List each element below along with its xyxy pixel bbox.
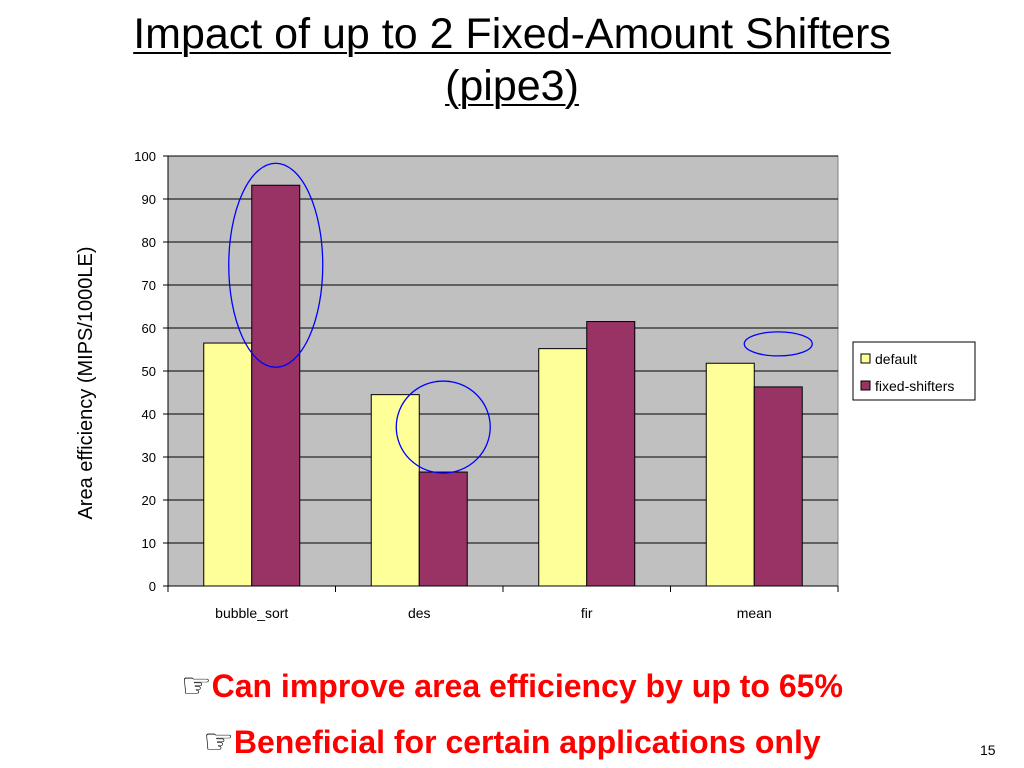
y-tick-label: 30 xyxy=(142,450,156,465)
highlight-ellipse xyxy=(395,380,491,474)
x-tick-label: mean xyxy=(737,605,772,621)
x-tick-label: bubble_sort xyxy=(215,605,288,621)
x-tick-label: fir xyxy=(581,605,593,621)
bar-chart: 0 10 20 30 40 50 60 70 80 90 100 bubble_sort des fir m… xyxy=(75,149,976,621)
bullet-1-text: Can improve area efficiency by up to 65% xyxy=(211,668,843,704)
legend-swatch-default xyxy=(860,353,871,364)
bar-default xyxy=(370,394,420,587)
slide-title: Impact of up to 2 Fixed-Amount Shifters … xyxy=(0,8,1024,112)
legend-swatch-fixed-shifters xyxy=(860,380,871,391)
y-tick-label: 40 xyxy=(142,407,156,422)
y-axis-label: Area efficiency (MIPS/1000LE) xyxy=(75,246,97,519)
y-tick-label: 80 xyxy=(142,235,156,250)
bar-fixed-shifters xyxy=(418,471,468,587)
bullet-2-text: Beneficial for certain applications only xyxy=(233,724,821,760)
slide-number: 15 xyxy=(980,742,996,758)
y-tick-label: 20 xyxy=(142,493,156,508)
x-tick-label: des xyxy=(408,605,431,621)
y-tick-label: 10 xyxy=(142,536,156,551)
y-tick-label: 0 xyxy=(149,579,156,594)
y-tick-label: 50 xyxy=(142,364,156,379)
slide-title-line-1: Impact of up to 2 Fixed-Amount Shifters xyxy=(133,10,891,58)
bar-default xyxy=(705,362,755,587)
highlight-ellipse xyxy=(743,331,813,357)
y-tick-label: 90 xyxy=(142,192,156,207)
bar-default xyxy=(203,342,253,587)
bullet-2: ☞Beneficial for certain applications onl… xyxy=(0,722,1024,762)
bar-default xyxy=(538,348,588,587)
bar-fixed-shifters xyxy=(251,184,301,587)
highlight-ellipse xyxy=(228,162,324,368)
legend-label-default: default xyxy=(875,351,917,367)
legend-box xyxy=(852,341,976,401)
legend-label-fixed-shifters: fixed-shifters xyxy=(875,378,954,394)
y-tick-label: 70 xyxy=(142,278,156,293)
bar-fixed-shifters xyxy=(753,386,803,587)
bar-fixed-shifters xyxy=(586,321,636,587)
slide-title-line-2: (pipe3) xyxy=(445,62,579,110)
y-tick-label: 100 xyxy=(134,149,156,164)
bullet-1: ☞Can improve area efficiency by up to 65… xyxy=(0,666,1024,706)
pointing-hand-icon: ☞ xyxy=(181,667,212,705)
pointing-hand-icon: ☞ xyxy=(203,723,234,761)
y-tick-label: 60 xyxy=(142,321,156,336)
